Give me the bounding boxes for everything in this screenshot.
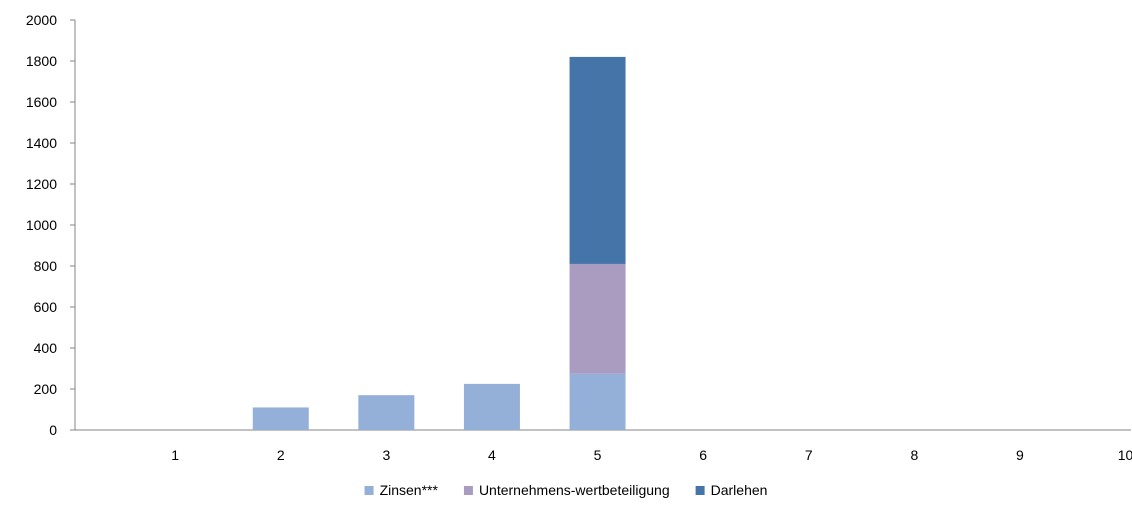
x-tick-label: 8 bbox=[910, 447, 918, 463]
legend-swatch bbox=[695, 486, 705, 495]
x-tick-label: 10 bbox=[1118, 447, 1132, 463]
legend-swatch bbox=[463, 486, 473, 495]
legend-label: Zinsen*** bbox=[380, 482, 439, 498]
y-axis: 0 200 400 600 800 1000 1200 1400 1600 1800 2000 bbox=[26, 12, 76, 438]
x-tick-label: 1 bbox=[171, 447, 179, 463]
bar-segment bbox=[252, 407, 309, 430]
y-tick-label: 1000 bbox=[26, 217, 57, 233]
x-tick-label: 2 bbox=[277, 447, 285, 463]
x-tick-label: 4 bbox=[488, 447, 496, 463]
bar-segment bbox=[463, 383, 520, 430]
legend-label: Darlehen bbox=[711, 482, 768, 498]
y-tick-label: 0 bbox=[49, 422, 57, 438]
y-tick-label: 1600 bbox=[26, 94, 57, 110]
y-tick-label: 1800 bbox=[26, 53, 57, 69]
y-tick-label: 1200 bbox=[26, 176, 57, 192]
y-tick-label: 2000 bbox=[26, 12, 57, 28]
y-tick-label: 400 bbox=[34, 340, 58, 356]
y-tick-label: 800 bbox=[34, 258, 58, 274]
legend-label: Unternehmens-wertbeteiligung bbox=[479, 482, 670, 498]
y-tick-label: 200 bbox=[34, 381, 58, 397]
x-axis: 1 2 3 4 5 6 7 8 9 10 bbox=[75, 429, 1132, 463]
bar-segment bbox=[569, 263, 626, 374]
legend: Zinsen*** Unternehmens-wertbeteiligung Dar… bbox=[364, 482, 768, 498]
bars bbox=[252, 56, 626, 430]
bar-segment bbox=[358, 395, 415, 430]
y-tick-label: 1400 bbox=[26, 135, 57, 151]
x-tick-label: 5 bbox=[594, 447, 602, 463]
y-tick-label: 600 bbox=[34, 299, 58, 315]
x-tick-label: 6 bbox=[699, 447, 707, 463]
x-tick-label: 7 bbox=[805, 447, 813, 463]
x-tick-label: 3 bbox=[382, 447, 390, 463]
x-tick-label: 9 bbox=[1016, 447, 1024, 463]
legend-swatch bbox=[364, 486, 374, 495]
bar-segment bbox=[569, 373, 626, 430]
bar-segment bbox=[569, 56, 626, 264]
